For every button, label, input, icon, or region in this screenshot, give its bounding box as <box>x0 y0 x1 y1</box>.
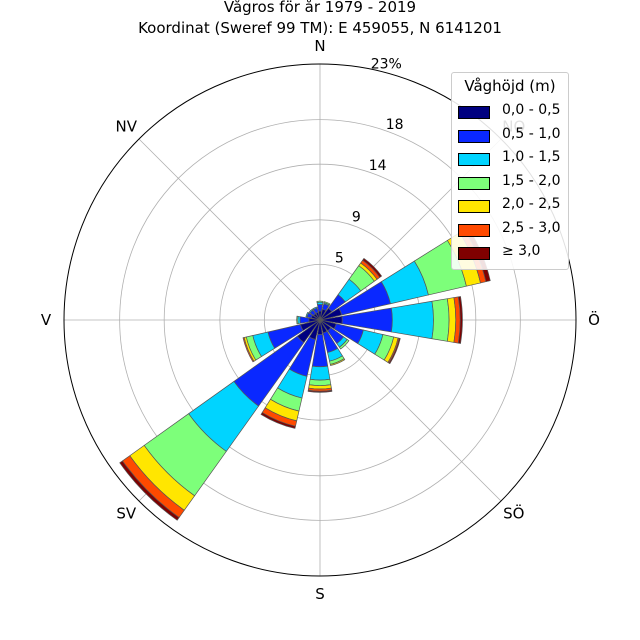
direction-label-6: Ö <box>588 310 600 329</box>
legend-swatch-4 <box>458 200 490 213</box>
bar-NV-class-2 <box>308 308 314 314</box>
bar-NO-class-6 <box>362 258 382 278</box>
chart-subtitle: Koordinat (Sweref 99 TM): E 459055, N 61… <box>138 19 502 37</box>
outer-circle <box>63 63 577 577</box>
chart-title: Vågros för år 1979 - 2019 <box>223 0 417 16</box>
bar-S-class-6 <box>307 389 333 393</box>
bar-VNV-class-2 <box>305 311 310 318</box>
legend-label-0: 0,0 - 0,5 <box>502 102 561 118</box>
legend-label-6: ≥ 3,0 <box>502 243 541 259</box>
bar-N-class-3 <box>316 300 324 303</box>
legend-swatch-1 <box>458 129 490 143</box>
legend-label-5: 2,5 - 3,0 <box>502 219 561 236</box>
radial-tick-labels: 5 9 14 18 23% <box>335 57 404 267</box>
legend-swatch-6 <box>458 247 490 260</box>
radial-tick-label-2: 14 <box>369 158 387 174</box>
direction-label-3: SV <box>116 505 137 523</box>
bar-S-class-2 <box>309 365 331 381</box>
bar-V-class-3 <box>296 315 299 325</box>
legend-label-4: 2,0 - 2,5 <box>502 196 561 212</box>
bar-SV-class-6 <box>119 460 180 521</box>
bar-SO-class-3 <box>339 339 350 350</box>
bar-NNV-class-2 <box>312 306 318 310</box>
bar-VSV-class-5 <box>242 337 255 363</box>
legend-swatch-5 <box>458 223 490 237</box>
legend-item-5: 2,5 - 3,0 <box>458 219 566 241</box>
direction-label-4: S <box>315 585 325 603</box>
bar-SSV-class-6 <box>260 412 296 429</box>
wave-rose-bars <box>119 227 491 521</box>
bar-Ö-class-6 <box>457 296 463 344</box>
legend-label-2: 1,0 - 1,5 <box>502 149 561 165</box>
bar-SSO-class-4 <box>329 358 346 366</box>
bar-NNO-class-3 <box>323 301 331 306</box>
legend-item-4: 2,0 - 2,5 <box>458 196 566 217</box>
legend: Våghöjd (m) 0,0 - 0,5 0,5 - 1,0 1,0 - 1,5 1… <box>451 72 569 270</box>
legend-label-3: 1,5 - 2,0 <box>502 172 561 189</box>
bar-V-class-1 <box>299 316 310 324</box>
bar-Ö-class-3 <box>431 298 450 342</box>
legend-item-0: 0,0 - 0,5 <box>458 102 566 123</box>
legend-item-3: 1,5 - 2,0 <box>458 172 566 194</box>
direction-label-5: SÖ <box>503 504 524 523</box>
bar-S-class-3 <box>308 378 332 387</box>
legend-title: Våghöjd (m) <box>464 77 556 95</box>
legend-swatch-3 <box>458 176 490 190</box>
outer-circle-line <box>63 63 577 577</box>
legend-swatch-2 <box>458 153 490 166</box>
radial-tick-label-1: 9 <box>352 209 361 225</box>
legend-label-1: 0,5 - 1,0 <box>502 125 561 142</box>
bar-N-class-1 <box>317 304 323 312</box>
bar-Ö-class-2 <box>391 300 434 340</box>
bar-OSO-class-6 <box>388 337 401 364</box>
direction-label-2: V <box>41 311 52 329</box>
radial-max-label: 23% <box>371 57 402 73</box>
grid-spoke-7 <box>138 138 321 321</box>
radial-tick-label-3: 18 <box>386 117 404 133</box>
legend-swatch-0 <box>458 106 490 119</box>
legend-item-2: 1,0 - 1,5 <box>458 149 566 170</box>
direction-label-1: NV <box>116 117 138 135</box>
legend-item-1: 0,5 - 1,0 <box>458 125 566 147</box>
direction-label-0: N <box>314 37 325 55</box>
legend-item-6: ≥ 3,0 <box>458 243 566 264</box>
radial-tick-label-0: 5 <box>335 251 344 267</box>
grid-spoke-3 <box>319 319 502 502</box>
